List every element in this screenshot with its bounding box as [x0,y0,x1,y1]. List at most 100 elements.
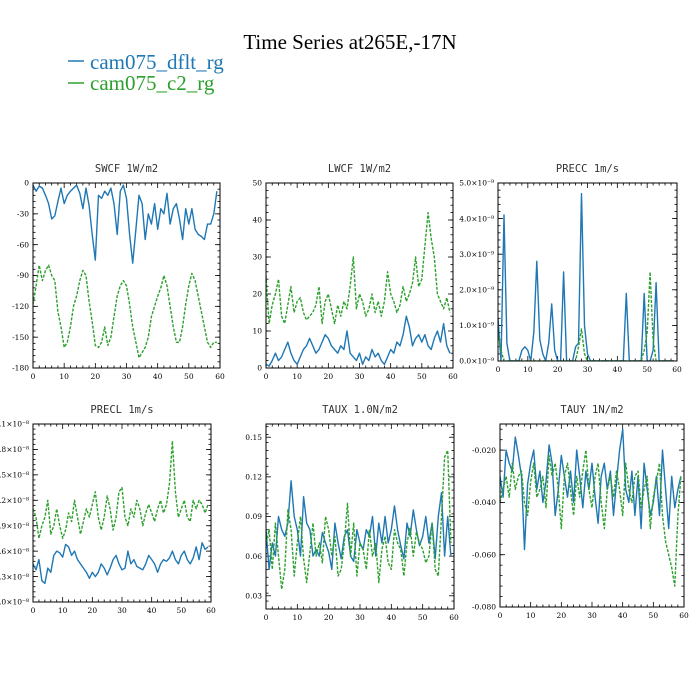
series-line-c2 [266,449,452,590]
x-tick-label: 10 [292,372,302,381]
y-tick-label: 0.15 [245,433,262,442]
x-tick-label: 60 [215,372,225,381]
y-tick-label: 50 [252,179,262,188]
y-tick-label: 1.2×10⁻⁸ [0,496,29,505]
x-tick-label: 10 [523,365,533,374]
y-tick-label: -0.020 [472,446,496,455]
y-tick-label: 0.0×10⁻⁸ [0,598,29,607]
y-tick-label: 40 [252,216,262,225]
x-tick-label: 30 [355,613,365,622]
y-tick-label: 0.9×10⁻⁸ [0,521,29,530]
x-tick-label: 0 [498,611,503,620]
panel-lwcf: LWCF 1W/m2 0 10 20 30 40 50 60 0 10 20 30 40 50 [252,163,458,381]
legend-entry-dflt: cam075_dflt_rg [68,50,224,74]
series-line-dflt [33,542,209,585]
x-tick-label: 60 [449,613,459,622]
x-tick-label: 10 [58,606,68,615]
y-tick-label: 0.12 [245,473,262,482]
y-tick-label: -30 [17,210,29,219]
x-tick-label: 40 [153,372,163,381]
x-tick-label: 40 [618,611,628,620]
panel-title-taux: TAUX 1.0N/m2 [322,404,398,416]
y-tick-label: 10 [252,327,262,336]
x-tick-label: 30 [117,606,127,615]
panel-swcf: SWCF 1W/m2 0 10 20 30 40 50 60 -180 -150 -120 -90 -6… [12,163,225,381]
x-tick-label: 0 [31,606,36,615]
x-tick-label: 20 [88,606,98,615]
x-tick-label: 50 [649,611,659,620]
y-tick-label: -0.060 [472,550,496,559]
x-tick-label: 0 [264,613,269,622]
series-line-c2 [500,449,682,587]
x-tick-label: 60 [679,611,689,620]
x-tick-label: 20 [324,613,334,622]
x-tick-label: 10 [59,372,69,381]
plot-frame [265,423,455,610]
x-tick-label: 50 [417,372,427,381]
y-tick-label: 4.0×10⁻⁹ [459,214,494,223]
x-tick-label: 20 [553,365,563,374]
x-tick-label: 40 [386,372,396,381]
panel-taux: TAUX 1.0N/m2 0 10 20 30 40 50 60 0.03 0.06 0.09 0.1… [245,404,459,622]
y-tick-label: 3.0×10⁻⁹ [459,250,494,259]
y-tick-label: 0.6×10⁻⁸ [0,547,29,556]
series-line-c2 [33,264,217,359]
x-tick-label: 40 [387,613,397,622]
x-tick-label: 10 [293,613,303,622]
x-tick-label: 50 [177,606,187,615]
x-tick-label: 30 [583,365,593,374]
panels: SWCF 1W/m2 0 10 20 30 40 50 60 -180 -150 -120 -90 -6… [0,163,689,622]
y-tick-label: -150 [12,333,29,342]
plot-frame [499,423,685,608]
x-tick-label: 20 [557,611,567,620]
y-tick-label: 0.0×10⁻⁹ [459,357,494,366]
legend-label-c2: cam075_c2_rg [90,71,215,95]
series-line-dflt [266,315,451,367]
panel-precl: PRECL 1m/s 0 10 20 30 40 50 60 0.0×10⁻⁸ 0.3×10⁻⁸ 0… [0,404,216,615]
x-tick-label: 60 [672,365,682,374]
y-tick-label: 0.3×10⁻⁸ [0,572,29,581]
x-tick-label: 20 [91,372,101,381]
x-tick-label: 20 [324,372,334,381]
x-tick-label: 30 [355,372,365,381]
series-line-c2 [33,440,209,540]
y-tick-label: 0.09 [245,512,262,521]
x-tick-label: 50 [184,372,194,381]
figure-title: Time Series at265E,-17N [243,30,456,54]
legend-entry-c2: cam075_c2_rg [68,71,215,95]
x-tick-label: 0 [496,365,501,374]
y-tick-label: 0.03 [245,591,262,600]
y-tick-label: 0.06 [245,552,262,561]
x-tick-label: 50 [418,613,428,622]
y-tick-label: 0 [257,364,262,373]
plot-frame [32,423,212,603]
y-tick-label: -180 [12,364,29,373]
x-tick-label: 0 [31,372,36,381]
y-tick-label: 2.1×10⁻⁸ [0,420,29,429]
x-tick-label: 60 [206,606,216,615]
x-tick-label: 0 [264,372,269,381]
y-tick-label: 20 [252,290,262,299]
y-tick-label: 30 [252,253,262,262]
y-tick-label: -120 [12,302,29,311]
legend-label-dflt: cam075_dflt_rg [90,50,224,74]
series-line-dflt [266,480,452,571]
panel-tauy: TAUY 1N/m2 0 10 20 30 40 50 60 -0.080 -0.060 -0.04… [472,404,689,620]
x-tick-label: 30 [122,372,132,381]
panel-title-precc: PRECC 1m/s [556,163,619,175]
panel-title-swcf: SWCF 1W/m2 [95,163,158,175]
y-tick-label: -0.040 [472,498,496,507]
y-tick-label: 1.5×10⁻⁸ [0,471,29,480]
series-line-c2 [266,211,451,325]
x-tick-label: 10 [526,611,536,620]
y-tick-label: -0.080 [472,603,496,612]
y-tick-label: -60 [17,240,29,249]
y-tick-label: 1.0×10⁻⁹ [459,321,494,330]
series-line-c2 [498,271,674,361]
plot-frame [497,182,678,362]
x-tick-label: 60 [448,372,458,381]
series-line-dflt [33,184,218,264]
x-tick-label: 40 [613,365,623,374]
y-tick-label: 1.8×10⁻⁸ [0,445,29,454]
